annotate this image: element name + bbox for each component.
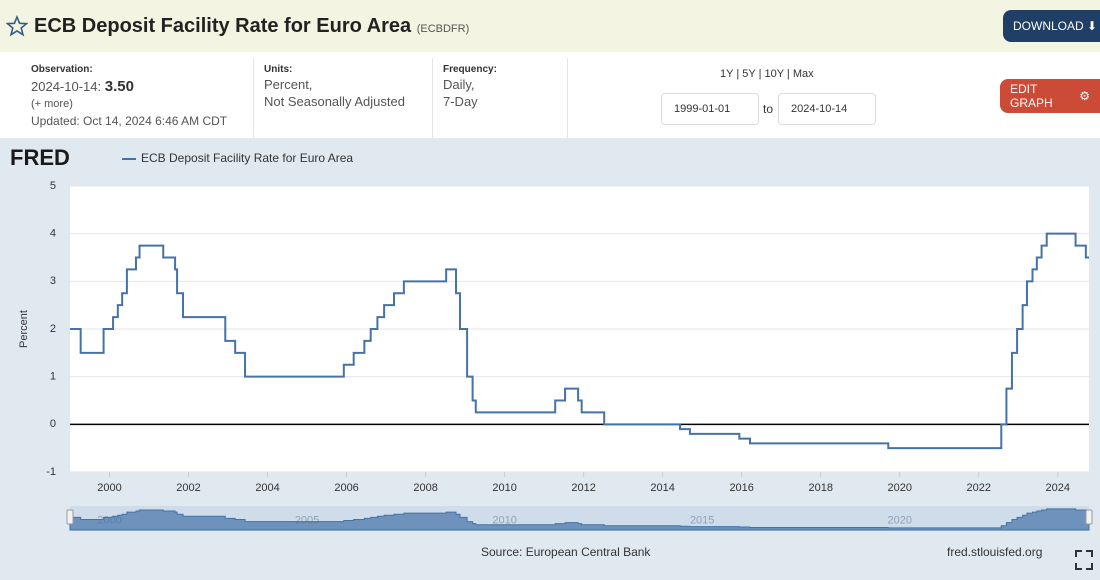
units: Not Seasonally Adjusted xyxy=(264,94,405,109)
separator: | xyxy=(783,68,793,80)
fullscreen-icon[interactable] xyxy=(1075,550,1093,570)
units: Percent, xyxy=(264,77,313,92)
edit-graph-button[interactable]: EDIT GRAPH ⚙ xyxy=(1000,79,1100,113)
header-bar: ECB Deposit Facility Rate for Euro Area … xyxy=(0,0,1100,52)
units-label: Units: xyxy=(264,64,293,75)
navigator-area xyxy=(69,508,1090,531)
x-tick-label: 2020 xyxy=(887,482,911,494)
frequency: Daily, xyxy=(443,77,475,92)
x-tick-label: 2016 xyxy=(729,482,753,494)
x-tick-label: 2024 xyxy=(1046,482,1070,494)
start-date[interactable]: 1999-01-01 xyxy=(661,93,759,125)
obs-date: 2024-10-14: xyxy=(31,79,102,94)
range-option[interactable]: Max xyxy=(792,68,814,80)
navigator-tick-label: 2020 xyxy=(887,514,911,526)
obs: 2024-10-14: 3.50 xyxy=(31,78,134,95)
range-option[interactable]: 10Y xyxy=(764,68,784,80)
updated-value: Oct 14, 2024 6:46 AM CDT xyxy=(83,114,228,128)
frequency: 7-Day xyxy=(443,94,478,109)
end-date[interactable]: 2024-10-14 xyxy=(778,93,876,125)
obs-value: 3.50 xyxy=(104,78,134,95)
series-id: (ECBDFR) xyxy=(416,23,470,35)
y-tick-label: 0 xyxy=(50,418,56,430)
range-option[interactable]: 1Y xyxy=(720,68,734,80)
range-selector: 1Y | 5Y | 10Y | Max xyxy=(720,68,814,80)
x-tick-label: 2018 xyxy=(808,482,832,494)
y-tick-label: 4 xyxy=(50,228,56,240)
separator: | xyxy=(733,68,743,80)
updated: Updated: Oct 14, 2024 6:46 AM CDT xyxy=(31,113,227,130)
x-tick-label: 2008 xyxy=(413,482,437,494)
x-tick-label: 2012 xyxy=(571,482,595,494)
x-tick-label: 2004 xyxy=(255,482,279,494)
x-tick-label: 2002 xyxy=(176,482,200,494)
divider xyxy=(432,58,433,138)
navigator-handle[interactable] xyxy=(1085,509,1093,525)
site: fred.stlouisfed.org xyxy=(947,545,1042,559)
x-tick-label: 2000 xyxy=(97,482,121,494)
y-tick-label: -1 xyxy=(46,466,56,478)
obs-label: Observation: xyxy=(31,64,93,75)
navigator-handle[interactable] xyxy=(66,509,74,525)
download-label: DOWNLOAD xyxy=(1013,19,1084,33)
navigator-tick-label: 2015 xyxy=(690,514,714,526)
y-tick-label: 3 xyxy=(50,275,56,287)
y-tick-label: 2 xyxy=(50,323,56,335)
updated-label: Updated: xyxy=(31,114,80,128)
star-icon[interactable] xyxy=(6,15,28,37)
title: ECB Deposit Facility Rate for Euro Area … xyxy=(34,15,469,38)
to-label: to xyxy=(763,102,774,116)
x-tick-label: 2014 xyxy=(650,482,674,494)
navigator-tick-label: 2010 xyxy=(492,514,516,526)
source: Source: European Central Bank xyxy=(481,545,651,559)
series-line xyxy=(70,232,1089,450)
chart: FRED ECB Deposit Facility Rate for Euro … xyxy=(0,138,1100,580)
y-tick-label: 5 xyxy=(50,180,56,192)
frequency-label: Frequency: xyxy=(443,64,497,75)
divider xyxy=(567,58,568,138)
x-tick-label: 2022 xyxy=(967,482,991,494)
legend-label: ECB Deposit Facility Rate for Euro Area xyxy=(141,151,353,165)
separator: | xyxy=(755,68,765,80)
download-button[interactable]: DOWNLOAD ⬇ xyxy=(1003,10,1100,42)
title-text: ECB Deposit Facility Rate for Euro Area xyxy=(34,15,412,37)
x-tick-label: 2010 xyxy=(492,482,516,494)
edit-label: EDIT GRAPH xyxy=(1010,82,1053,110)
fred-logo: FRED xyxy=(10,145,70,170)
x-tick-label: 2006 xyxy=(334,482,358,494)
more-link[interactable]: (+ more) xyxy=(31,98,73,110)
divider xyxy=(253,58,254,138)
y-tick-label: 1 xyxy=(50,371,56,383)
y-axis-label: Percent xyxy=(18,310,30,348)
range-option[interactable]: 5Y xyxy=(742,68,756,80)
